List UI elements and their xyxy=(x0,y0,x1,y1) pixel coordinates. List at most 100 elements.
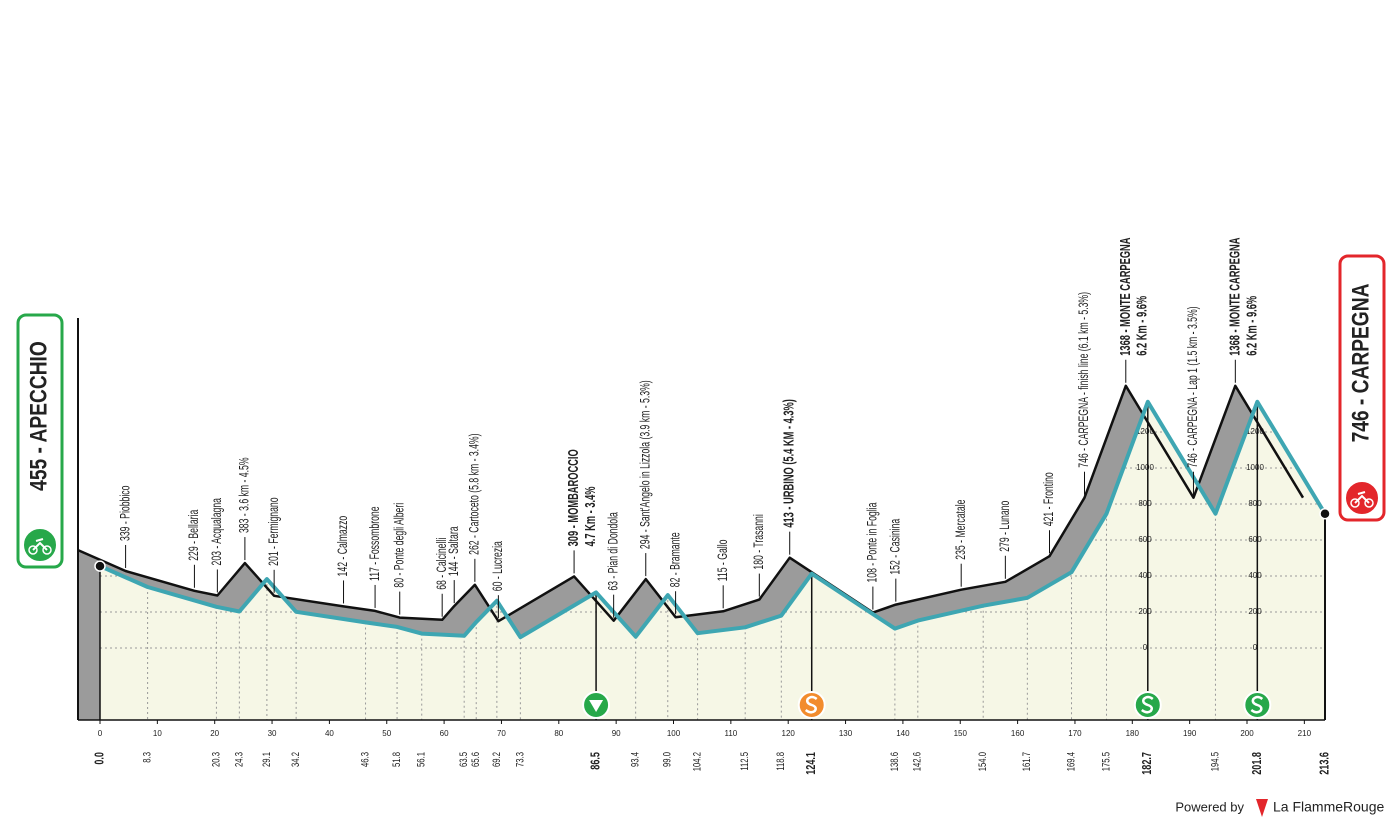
waypoint-label: 294 - Sant'Angelo in Lizzola (3.9 km - 5… xyxy=(637,380,653,549)
waypoint-label: 68 - Calcinelli xyxy=(434,538,450,590)
km-label: 69.2 xyxy=(490,752,503,767)
km-label: 46.3 xyxy=(359,752,372,767)
waypoint-label: 144 - Saltara xyxy=(446,526,462,576)
km-label: 182.7 xyxy=(1141,752,1155,775)
y-tick-label: 600 xyxy=(1138,535,1152,544)
y-tick-label: 1000 xyxy=(1246,463,1264,472)
km-label: 0.0 xyxy=(93,752,107,765)
marker-icon xyxy=(1141,695,1154,714)
km-label: 29.1 xyxy=(261,752,274,767)
waypoint-label: 201 - Fermignano xyxy=(266,497,282,565)
waypoint-label: 63 - Pian di Dondola xyxy=(605,512,621,591)
brand: La FlammeRouge xyxy=(1273,799,1384,815)
endpoint xyxy=(94,560,106,572)
waypoint-label: 1368 - MONTE CARPEGNA xyxy=(1117,238,1134,356)
y-tick-label: 200 xyxy=(1138,607,1152,616)
waypoint-label: 108 - Ponte in Foglia xyxy=(865,502,881,582)
waypoint-label: 152 - Casinina xyxy=(887,518,903,574)
waypoint-label: 1368 - MONTE CARPEGNA xyxy=(1226,238,1243,356)
waypoint-note: 4.7 Km - 3.4% xyxy=(582,486,599,546)
marker-icon xyxy=(589,700,604,712)
km-label: 51.8 xyxy=(391,752,404,767)
x-tick-label: 180 xyxy=(1126,729,1140,738)
x-tick-label: 10 xyxy=(153,729,162,738)
km-label: 175.5 xyxy=(1100,752,1113,771)
waypoint-label: 421 - Frontino xyxy=(1041,472,1057,526)
waypoint-label: 262 - Cartoceto (5.8 km - 3.4%) xyxy=(467,433,483,554)
km-label: 112.5 xyxy=(739,752,752,771)
profile-area xyxy=(100,401,1325,720)
km-label: 213.6 xyxy=(1318,752,1332,775)
bike-wheel xyxy=(1364,498,1374,508)
x-tick-label: 90 xyxy=(612,729,621,738)
waypoint-label: 60 - Lucrezia xyxy=(490,541,506,591)
bike-wheel xyxy=(1350,498,1360,508)
x-tick-label: 20 xyxy=(210,729,219,738)
x-tick-label: 170 xyxy=(1068,729,1082,738)
waypoint-note: 6.2 Km - 9.6% xyxy=(1134,296,1151,356)
y-tick-label: 1000 xyxy=(1136,463,1154,472)
y-tick-label: 0 xyxy=(1143,643,1148,652)
km-label: 24.3 xyxy=(233,752,246,767)
waypoint-note: 6.2 Km - 9.6% xyxy=(1243,296,1260,356)
x-tick-label: 190 xyxy=(1183,729,1197,738)
x-tick-label: 210 xyxy=(1298,729,1312,738)
km-label: 201.8 xyxy=(1250,752,1264,775)
waypoint-label: 117 - Fossombrone xyxy=(367,506,383,580)
x-tick-label: 120 xyxy=(782,729,796,738)
km-label: 124.1 xyxy=(805,752,819,775)
y-tick-label: 1200 xyxy=(1246,427,1264,436)
y-tick-label: 800 xyxy=(1248,499,1262,508)
marker-icon xyxy=(804,695,818,714)
bike-icon xyxy=(22,527,58,563)
x-tick-label: 30 xyxy=(268,729,277,738)
km-label: 142.6 xyxy=(911,752,924,771)
x-tick-label: 80 xyxy=(554,729,563,738)
x-tick-label: 140 xyxy=(896,729,910,738)
x-tick-label: 130 xyxy=(839,729,853,738)
y-tick-label: 200 xyxy=(1248,607,1262,616)
km-label: 138.6 xyxy=(889,752,902,771)
y-tick-label: 600 xyxy=(1248,535,1262,544)
x-tick-label: 70 xyxy=(497,729,506,738)
endpoint xyxy=(1319,507,1331,520)
bike-icon xyxy=(1344,480,1380,516)
marker-icon xyxy=(1250,695,1264,714)
profile-top-line xyxy=(77,384,1305,623)
km-label: 169.4 xyxy=(1065,752,1078,771)
x-tick-label: 150 xyxy=(954,729,968,738)
powered-by: Powered by xyxy=(1175,799,1244,814)
x-tick-label: 160 xyxy=(1011,729,1025,738)
profile-line xyxy=(99,399,1327,640)
km-label: 8.3 xyxy=(141,752,154,763)
y-tick-label: 0 xyxy=(1253,643,1258,652)
km-label: 56.1 xyxy=(415,752,428,767)
waypoint-label: 142 - Calmazzo xyxy=(335,516,351,577)
waypoint-label: 82 - Bramante xyxy=(667,532,683,587)
km-label: 104.2 xyxy=(691,752,704,771)
bike-wheel xyxy=(28,545,38,555)
y-tick-label: 1200 xyxy=(1136,427,1154,436)
place-label: 455 - APECCHIO xyxy=(24,341,52,491)
km-label: 34.2 xyxy=(290,752,303,767)
bike-wheel xyxy=(42,545,52,555)
km-label: 161.7 xyxy=(1021,752,1034,771)
km-label: 154.0 xyxy=(977,752,990,771)
waypoint-label: 80 - Ponte degli Alberi xyxy=(391,503,407,588)
km-label: 194.5 xyxy=(1209,752,1222,771)
km-label: 20.3 xyxy=(210,752,223,767)
y-tick-label: 800 xyxy=(1138,499,1152,508)
km-label: 63.5 xyxy=(458,752,471,767)
x-tick-label: 50 xyxy=(382,729,391,738)
km-label: 93.4 xyxy=(629,752,642,767)
km-label: 99.0 xyxy=(661,752,674,767)
km-label: 73.3 xyxy=(514,752,527,767)
place-box xyxy=(16,313,64,569)
x-tick-label: 0 xyxy=(98,729,103,738)
place-box xyxy=(1338,254,1386,522)
place-label: 746 - CARPEGNA xyxy=(1346,283,1374,442)
bike-rider xyxy=(32,538,48,551)
km-label: 86.5 xyxy=(589,752,603,770)
waypoint-label: 746 - CARPEGNA - finish line (6.1 km - 5… xyxy=(1076,292,1092,468)
